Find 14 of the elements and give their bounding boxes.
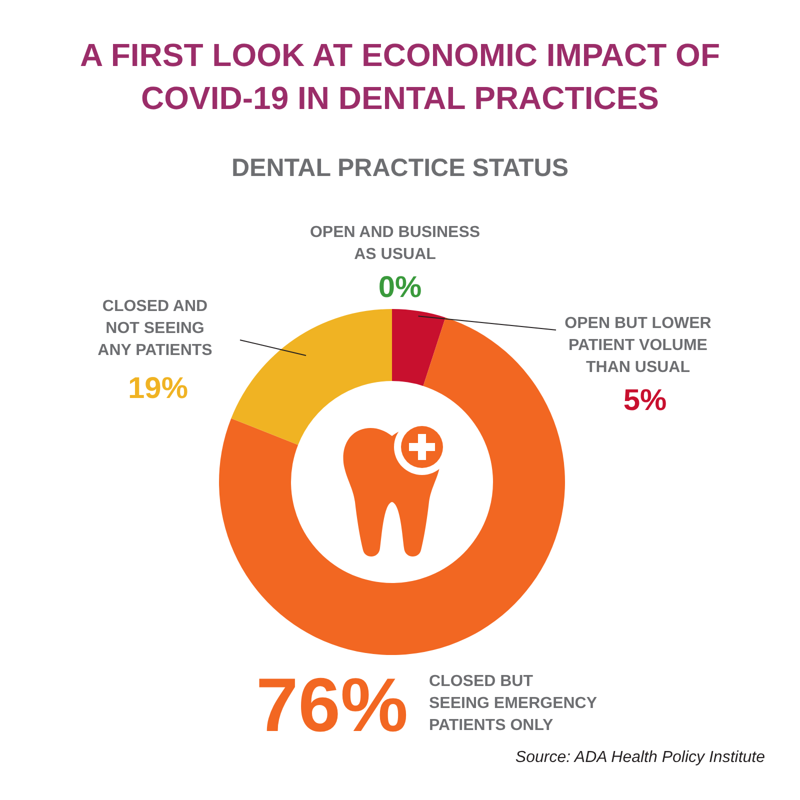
data-label: 76% xyxy=(256,663,408,748)
chart-title: A FIRST LOOK AT ECONOMIC IMPACT OF COVID-19 IN DENTAL PRACTICES xyxy=(80,37,720,116)
slice-label: CLOSED BUT SEEING EMERGENCY PATIENTS ONLY xyxy=(429,673,598,734)
slice-label: CLOSED AND NOT SEEING ANY PATIENTS xyxy=(98,298,213,359)
data-label: 5% xyxy=(623,384,667,417)
category-label: OPEN AND BUSINESS AS USUAL xyxy=(310,224,480,263)
slice-label: OPEN BUT LOWER PATIENT VOLUME THAN USUAL xyxy=(564,315,712,376)
text: 0% xyxy=(378,271,422,304)
chart-subtitle: DENTAL PRACTICE STATUS xyxy=(231,154,569,182)
data-label: 19% xyxy=(128,372,188,405)
source-note: Source: ADA Health Policy Institute xyxy=(515,749,766,766)
donut-slice xyxy=(392,309,446,386)
donut-slice xyxy=(219,317,565,655)
donut-slice xyxy=(231,309,392,445)
